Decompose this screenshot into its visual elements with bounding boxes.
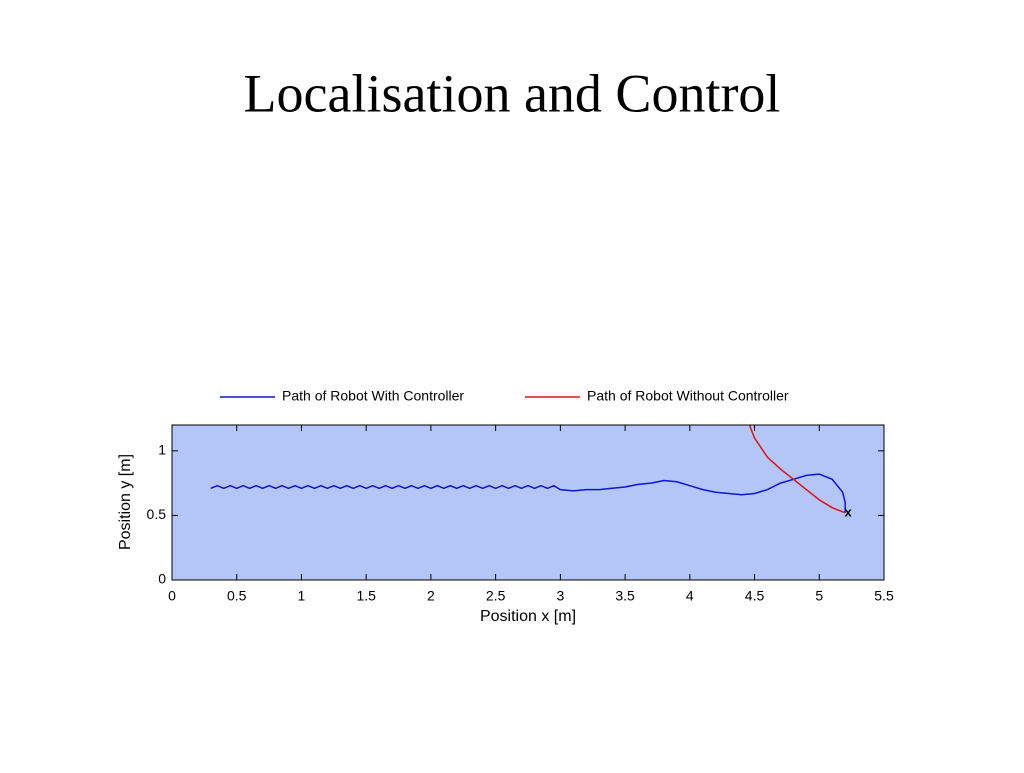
x-tick-label: 0 [168, 588, 176, 604]
y-tick-label: 0.5 [147, 506, 167, 522]
series-line [210, 473, 846, 513]
plot-lines [210, 425, 846, 514]
x-tick-label: 1.5 [356, 588, 376, 604]
x-tick-label: 3.5 [615, 588, 635, 604]
x-tick-label: 2 [427, 588, 435, 604]
end-marker: x [845, 504, 853, 519]
y-tick-label: 0 [158, 571, 166, 587]
x-tick-label: 5 [815, 588, 823, 604]
x-tick-label: 2.5 [486, 588, 506, 604]
y-tick-label: 1 [158, 442, 166, 458]
legend-label: Path of Robot Without Controller [587, 388, 789, 404]
x-axis-label: Position x [m] [480, 608, 576, 625]
slide-title: Localisation and Control [244, 63, 781, 123]
y-axis-label: Position y [m] [117, 454, 134, 550]
x-tick-label: 4.5 [745, 588, 765, 604]
plot-area [172, 425, 884, 580]
legend-label: Path of Robot With Controller [282, 388, 464, 404]
x-tick-label: 5.5 [874, 588, 894, 604]
x-tick-label: 0.5 [227, 588, 247, 604]
series-line [748, 425, 846, 514]
x-tick-label: 4 [686, 588, 694, 604]
plot-frame [171, 424, 885, 581]
x-tick-label: 1 [298, 588, 306, 604]
x-tick-label: 3 [556, 588, 564, 604]
